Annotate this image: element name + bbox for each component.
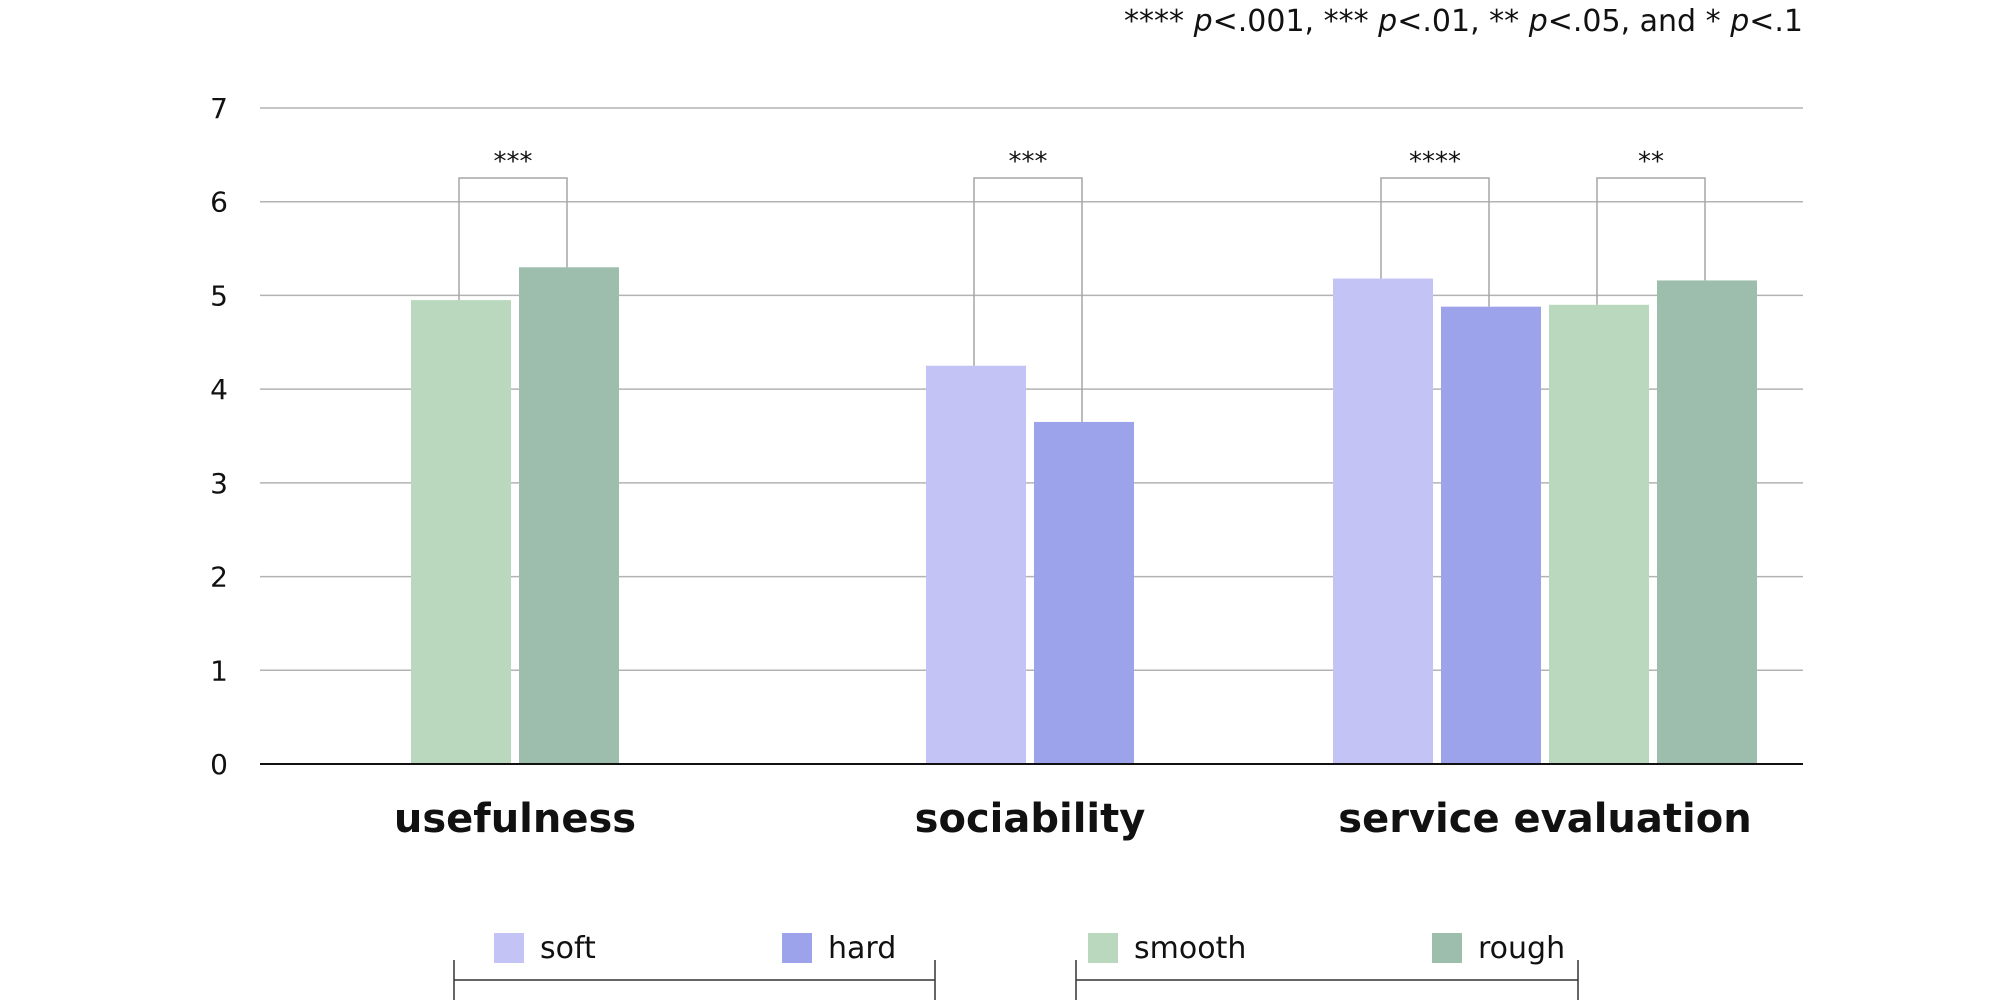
significance-label-2: **** — [1409, 147, 1461, 177]
bar-sociability-hard — [1034, 421, 1134, 764]
y-tick-label-1: 1 — [210, 654, 228, 687]
legend-swatch-rough — [1432, 933, 1462, 963]
significance-bracket-1 — [973, 177, 1083, 422]
legend-label-rough: rough — [1478, 930, 1566, 966]
y-tick-label-6: 6 — [210, 186, 228, 219]
category-label-usefulness: usefulness — [394, 796, 636, 842]
bar-service-evaluation-rough — [1657, 280, 1757, 764]
legend-item-hard: hard — [782, 928, 896, 968]
bar-usefulness-smooth — [411, 300, 511, 764]
bar-service-evaluation-soft — [1333, 278, 1433, 764]
significance-label-0: *** — [494, 147, 533, 177]
significance-label-3: ** — [1638, 147, 1664, 177]
bar-sociability-soft — [926, 365, 1026, 764]
significance-label-1: *** — [1009, 147, 1048, 177]
y-tick-label-7: 7 — [210, 92, 228, 125]
significance-bracket-0 — [458, 177, 568, 301]
bar-usefulness-rough — [519, 267, 619, 764]
bar-service-evaluation-hard — [1441, 306, 1541, 764]
category-label-service-evaluation: service evaluation — [1338, 796, 1751, 842]
y-tick-label-2: 2 — [210, 561, 228, 594]
legend-label-hard: hard — [828, 930, 897, 966]
legend-label-soft: soft — [540, 930, 596, 966]
y-tick-label-0: 0 — [210, 748, 228, 781]
y-tick-label-4: 4 — [210, 373, 228, 406]
y-tick-label-3: 3 — [210, 467, 228, 500]
bar-service-evaluation-smooth — [1549, 304, 1649, 764]
legend-swatch-soft — [494, 933, 524, 963]
legend-swatch-hard — [782, 933, 812, 963]
y-tick-label-5: 5 — [210, 279, 228, 312]
significance-note: **** p<.001, *** p<.01, ** p<.05, and * … — [1124, 4, 1803, 39]
legend-swatch-smooth — [1088, 933, 1118, 963]
legend-label-smooth: smooth — [1134, 930, 1247, 966]
legend-item-smooth: smooth — [1088, 928, 1246, 968]
legend-item-soft: soft — [494, 928, 596, 968]
category-label-sociability: sociability — [915, 796, 1146, 842]
legend-item-rough: rough — [1432, 928, 1565, 968]
significance-bracket-2 — [1380, 177, 1490, 307]
significance-bracket-3 — [1596, 177, 1706, 305]
